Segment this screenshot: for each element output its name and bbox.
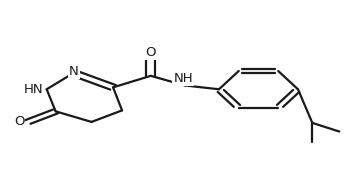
Text: HN: HN (24, 83, 44, 96)
Text: NH: NH (173, 72, 193, 85)
Text: N: N (69, 65, 79, 78)
Text: O: O (14, 115, 24, 128)
Text: O: O (145, 46, 156, 59)
